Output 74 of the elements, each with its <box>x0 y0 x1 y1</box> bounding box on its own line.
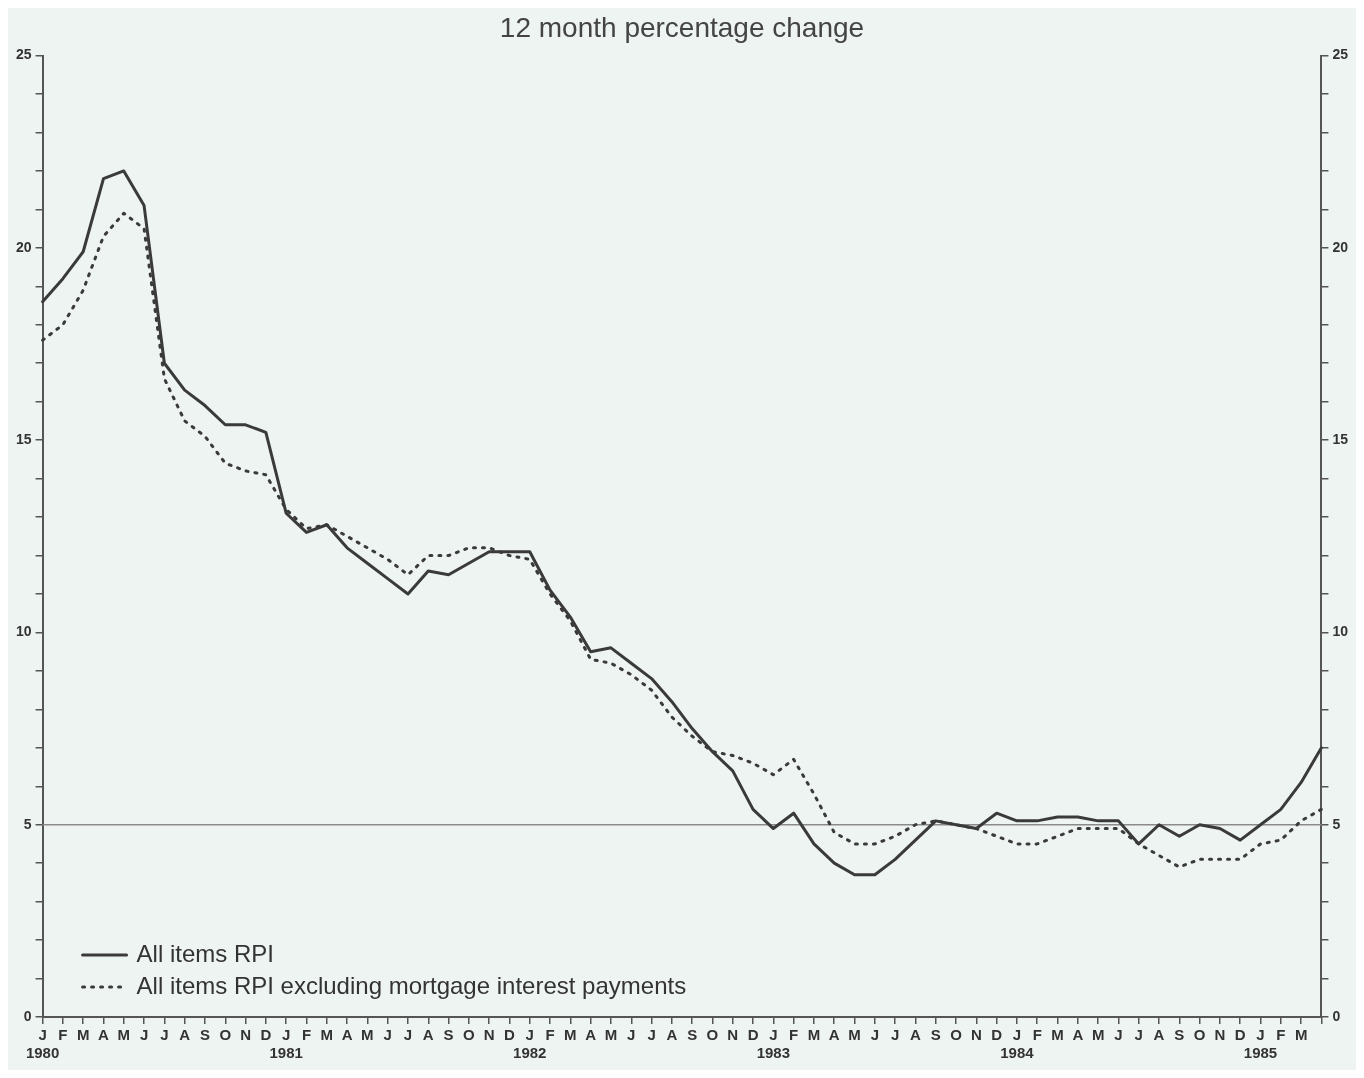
x-tick-label: D <box>1234 1026 1246 1044</box>
x-tick-label: M <box>564 1026 577 1044</box>
x-tick-label: M <box>807 1026 821 1044</box>
y-tick-label: 20 <box>15 238 32 255</box>
x-tick-label: A <box>1072 1026 1084 1044</box>
legend-label: All items RPI excluding mortgage interest payments <box>136 971 687 999</box>
x-tick-label: N <box>483 1026 495 1044</box>
x-tick-label: S <box>687 1026 698 1044</box>
x-tick-label: N <box>970 1026 982 1044</box>
x-tick-label: O <box>219 1026 232 1044</box>
x-tick-label: F <box>301 1026 312 1044</box>
x-tick-label: N <box>240 1026 251 1044</box>
x-tick-label: M <box>76 1026 90 1044</box>
y2-tick-label: 0 <box>1332 1007 1341 1024</box>
x-tick-label: A <box>98 1026 110 1044</box>
x-tick-label: D <box>504 1026 516 1044</box>
x-tick-label: F <box>1032 1026 1042 1044</box>
x-tick-label: J <box>139 1026 149 1044</box>
x-tick-label: M <box>604 1026 618 1044</box>
x-tick-label: A <box>585 1026 597 1044</box>
x-tick-label: J <box>1114 1026 1123 1044</box>
x-tick-label: A <box>666 1026 678 1044</box>
x-tick-label: A <box>910 1026 922 1044</box>
x-tick-label: M <box>1051 1026 1064 1044</box>
x-tick-label: A <box>828 1026 840 1044</box>
x-tick-label: A <box>1153 1026 1165 1044</box>
y-tick-label: 15 <box>15 431 32 448</box>
x-tick-label: S <box>199 1026 210 1044</box>
x-tick-label: A <box>341 1026 353 1044</box>
y2-tick-label: 10 <box>1332 623 1349 640</box>
x-tick-label: D <box>991 1026 1003 1044</box>
x-tick-label: M <box>320 1026 334 1044</box>
x-tick-label: J <box>1134 1026 1143 1044</box>
x-tick-label: J 1982 <box>513 1026 547 1062</box>
x-tick-label: J <box>870 1026 880 1044</box>
x-tick-label: S <box>443 1026 454 1044</box>
y2-tick-label: 25 <box>1332 46 1349 63</box>
x-tick-label: M <box>117 1026 131 1044</box>
chart-title: 12 month percentage change <box>499 11 865 43</box>
x-tick-label: A <box>179 1026 191 1044</box>
x-tick-label: F <box>58 1026 68 1044</box>
x-tick-label: M <box>361 1026 374 1044</box>
x-tick-label: F <box>1276 1026 1286 1044</box>
y2-tick-label: 15 <box>1332 431 1349 448</box>
x-tick-label: J <box>647 1026 656 1044</box>
x-tick-label: M <box>1091 1026 1105 1044</box>
y-tick-label: 25 <box>15 46 32 63</box>
x-tick-label: N <box>727 1026 739 1044</box>
x-tick-label: O <box>1193 1026 1206 1044</box>
x-tick-label: D <box>747 1026 759 1044</box>
x-tick-label: M <box>848 1026 861 1044</box>
x-tick-label: M <box>1294 1026 1308 1044</box>
y-tick-label: 0 <box>23 1007 32 1024</box>
x-tick-label: J <box>403 1026 413 1044</box>
x-tick-label: J <box>627 1026 636 1044</box>
y-tick-label: 10 <box>15 623 32 640</box>
x-tick-label: F <box>789 1026 799 1044</box>
x-tick-label: S <box>930 1026 941 1044</box>
y2-tick-label: 5 <box>1332 815 1341 832</box>
x-tick-label: F <box>545 1026 555 1044</box>
x-tick-label: O <box>950 1026 963 1044</box>
y2-tick-label: 20 <box>1332 238 1349 255</box>
y-tick-label: 5 <box>23 815 32 832</box>
x-tick-label: J 1980 <box>25 1026 60 1062</box>
x-tick-label: S <box>1174 1026 1185 1044</box>
x-tick-label: J <box>890 1026 900 1044</box>
x-tick-label: J <box>383 1026 392 1044</box>
x-tick-label: A <box>422 1026 434 1044</box>
x-tick-label: N <box>1214 1026 1226 1044</box>
x-tick-label: J <box>160 1026 169 1044</box>
x-tick-label: O <box>706 1026 719 1044</box>
x-tick-label: D <box>260 1026 272 1044</box>
legend-label: All items RPI <box>136 939 274 967</box>
x-tick-label: O <box>463 1026 476 1044</box>
